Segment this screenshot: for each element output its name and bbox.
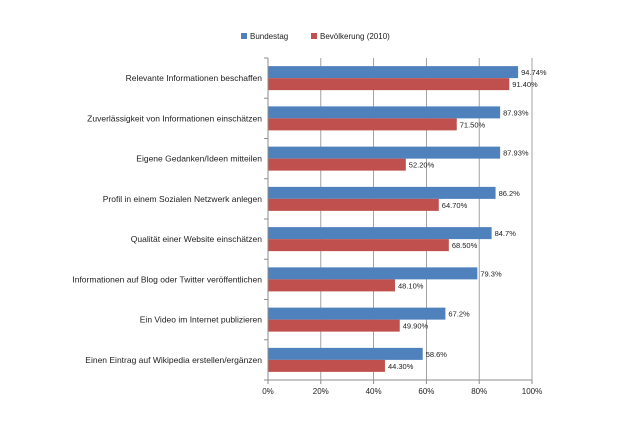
legend-label: Bevölkerung (2010) xyxy=(320,32,390,41)
bar-bevoelkerung xyxy=(268,78,510,91)
x-tick-label: 0% xyxy=(262,387,274,396)
category-label: Informationen auf Blog oder Twitter verö… xyxy=(72,274,262,284)
data-label: 79.3% xyxy=(480,269,502,278)
category-label: Qualität einer Website einschätzen xyxy=(131,234,262,244)
data-label: 49.90% xyxy=(403,322,429,331)
category-label: Einen Eintrag auf Wikipedia erstellen/er… xyxy=(85,355,262,365)
category-label: Relevante Informationen beschaffen xyxy=(126,73,263,83)
bar-bundestag xyxy=(268,186,496,199)
bar-bundestag xyxy=(268,347,423,360)
data-label: 67.2% xyxy=(448,310,470,319)
data-label: 94.74% xyxy=(521,68,547,77)
data-label: 52.20% xyxy=(409,161,435,170)
x-tick-label: 60% xyxy=(418,387,434,396)
bar-bundestag xyxy=(268,267,478,280)
axes xyxy=(264,57,533,384)
bar-bundestag xyxy=(268,146,501,159)
data-label: 44.30% xyxy=(388,362,414,371)
bar-bundestag xyxy=(268,66,519,79)
bar-bevoelkerung xyxy=(268,198,439,211)
category-label: Ein Video im Internet publizieren xyxy=(140,315,262,325)
data-label: 58.6% xyxy=(426,350,448,359)
bar-bevoelkerung xyxy=(268,239,449,252)
bar-bevoelkerung xyxy=(268,319,400,332)
bars xyxy=(268,66,519,372)
bar-bevoelkerung xyxy=(268,118,457,131)
data-label: 48.10% xyxy=(398,281,424,290)
legend-label: Bundestag xyxy=(250,32,288,41)
labels: 0% 20% 40% 60% 80% 100% 94.74% 91.40% Relevante … xyxy=(72,68,547,396)
data-label: 91.40% xyxy=(512,80,538,89)
data-label: 84.7% xyxy=(495,229,517,238)
bar-bevoelkerung xyxy=(268,158,406,171)
grid-lines xyxy=(320,58,533,380)
category-label: Zuverlässigkeit von Informationen einsch… xyxy=(87,113,262,123)
category-label: Eigene Gedanken/Ideen mitteilen xyxy=(136,154,262,164)
data-label: 68.50% xyxy=(452,241,478,250)
data-label: 86.2% xyxy=(499,189,521,198)
bar-bundestag xyxy=(268,227,492,240)
bar-bevoelkerung xyxy=(268,359,385,372)
data-label: 71.50% xyxy=(460,120,486,129)
legend: Bundestag Bevölkerung (2010) xyxy=(241,32,390,41)
legend-swatch xyxy=(311,33,317,39)
category-label: Profil in einem Sozialen Netzwerk anlege… xyxy=(103,194,262,204)
legend-swatch xyxy=(241,33,247,39)
data-label: 64.70% xyxy=(442,201,468,210)
bar-bevoelkerung xyxy=(268,279,395,292)
x-tick-label: 40% xyxy=(366,387,382,396)
bar-bundestag xyxy=(268,106,501,119)
bar-bundestag xyxy=(268,307,446,320)
x-tick-label: 100% xyxy=(522,387,542,396)
x-tick-label: 80% xyxy=(471,387,487,396)
data-label: 87.93% xyxy=(503,149,529,158)
data-label: 87.93% xyxy=(503,108,529,117)
x-tick-label: 20% xyxy=(313,387,329,396)
